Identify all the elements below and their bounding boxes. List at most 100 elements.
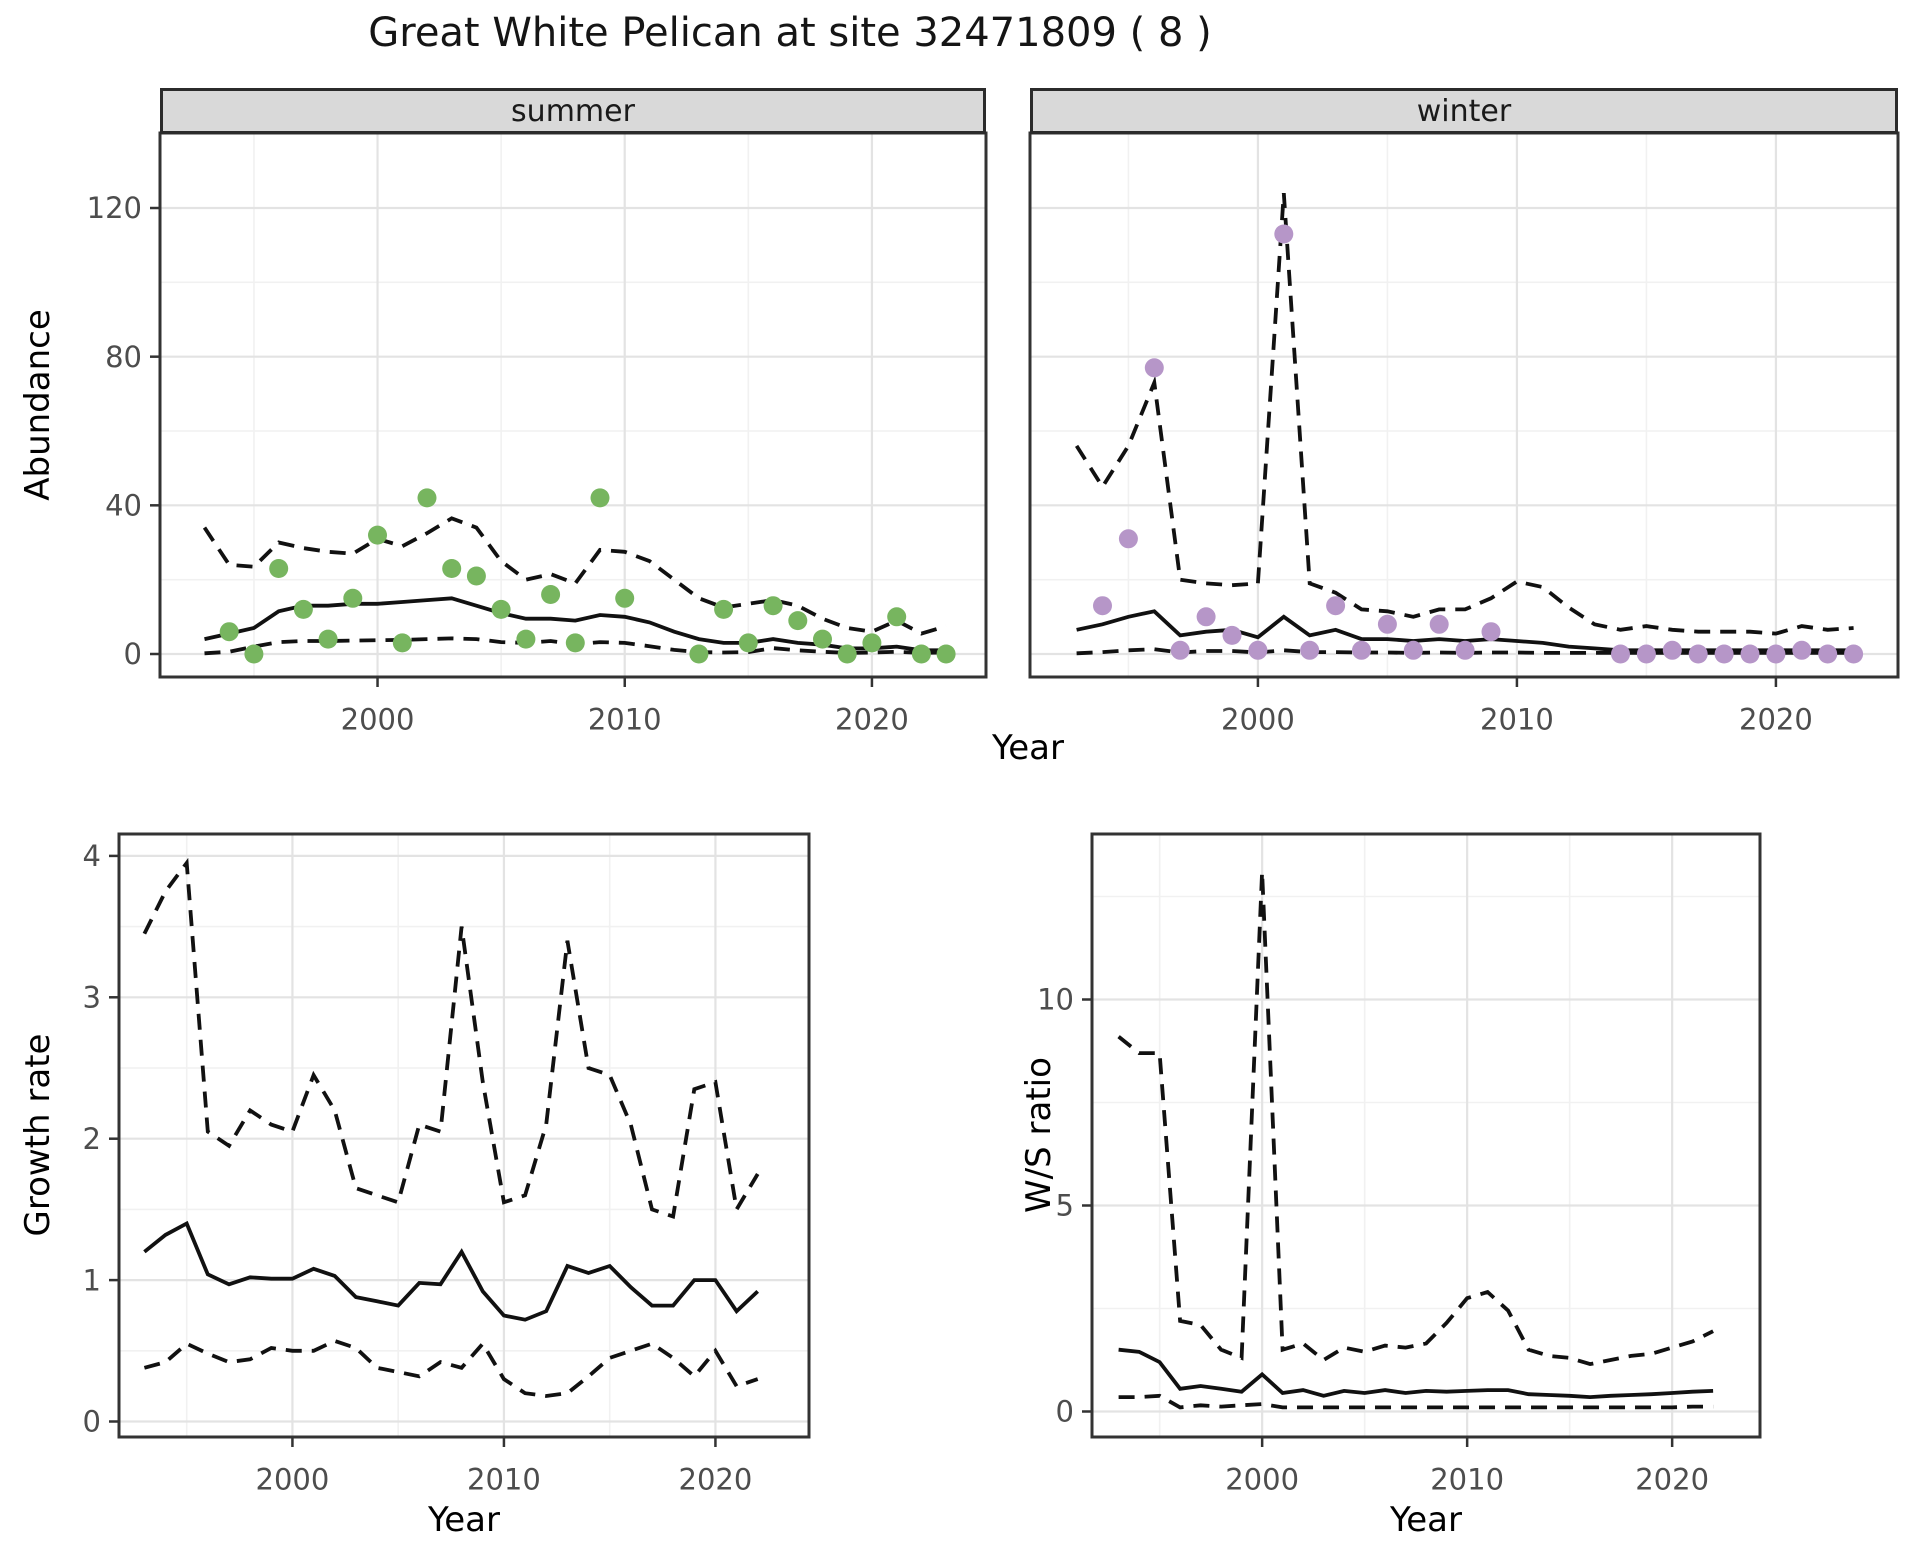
data-point-abundance-winter — [1481, 622, 1501, 642]
x-tick-label: 2020 — [679, 1462, 753, 1496]
data-point-abundance-winter — [1766, 644, 1786, 664]
data-point-abundance-winter — [1662, 640, 1682, 660]
data-point-abundance-summer — [293, 599, 313, 619]
data-point-abundance-summer — [392, 633, 412, 653]
data-point-abundance-winter — [1196, 607, 1216, 627]
data-point-abundance-summer — [244, 644, 264, 664]
y-tick-label: 0 — [83, 1405, 101, 1439]
y-tick-label: 80 — [105, 340, 142, 374]
data-point-abundance-winter — [1740, 644, 1760, 664]
y-tick-label: 0 — [124, 637, 142, 671]
data-point-abundance-winter — [1300, 640, 1320, 660]
data-point-abundance-summer — [689, 644, 709, 664]
facet-strip-winter: winter — [1030, 88, 1898, 134]
x-tick-label: 2000 — [341, 702, 415, 736]
series-upper_ci-growth-rate — [142, 857, 760, 1220]
data-point-abundance-winter — [1429, 614, 1449, 634]
data-point-abundance-summer — [491, 599, 511, 619]
data-point-abundance-winter — [1792, 640, 1812, 660]
data-point-abundance-summer — [862, 633, 882, 653]
data-point-abundance-winter — [1170, 640, 1190, 660]
series-upper_ci-abundance-winter — [1074, 192, 1854, 636]
y-axis-title-abundance: Abundance — [18, 309, 58, 501]
data-point-abundance-summer — [714, 599, 734, 619]
data-point-abundance-summer — [541, 585, 561, 604]
series-lower_ci-growth-rate — [143, 1338, 759, 1398]
data-point-abundance-summer — [442, 559, 462, 578]
data-point-abundance-winter — [1403, 640, 1423, 660]
data-point-abundance-summer — [417, 488, 437, 508]
panel-abundance-summer: 2000 2010 2020 0 40 80 120 — [87, 131, 988, 736]
x-tick-label: 2010 — [588, 702, 662, 736]
y-axis-title-growth-rate: Growth rate — [18, 1033, 58, 1237]
y-tick-label: 4 — [83, 839, 101, 873]
y-tick-label: 10 — [1037, 983, 1074, 1017]
panel-abundance-winter: 2000 2010 2020 — [1028, 131, 1900, 736]
data-point-abundance-summer — [269, 559, 289, 578]
x-tick-label: 2020 — [1739, 702, 1813, 736]
x-axis-title-year-ws: Year — [1390, 1500, 1462, 1540]
x-tick-label: 2000 — [1225, 1462, 1299, 1496]
data-point-abundance-summer — [318, 629, 338, 649]
panel-growth-rate: 2000 2010 2020 0 1 2 3 4 — [83, 832, 811, 1496]
y-tick-label: 0 — [1056, 1395, 1074, 1429]
data-point-abundance-winter — [1844, 644, 1864, 664]
data-point-abundance-winter — [1714, 644, 1734, 664]
data-point-abundance-summer — [590, 488, 610, 508]
data-point-abundance-summer — [911, 644, 931, 664]
x-tick-label: 2020 — [835, 702, 909, 736]
data-point-abundance-winter — [1352, 640, 1371, 660]
y-tick-label: 40 — [105, 488, 142, 522]
data-point-abundance-winter — [1118, 529, 1138, 549]
data-point-abundance-winter — [1818, 644, 1838, 664]
data-point-abundance-winter — [1248, 640, 1268, 660]
data-point-abundance-winter — [1455, 640, 1475, 660]
data-point-abundance-winter — [1636, 644, 1656, 664]
y-axis-title-ws-ratio: W/S ratio — [1019, 1057, 1059, 1213]
data-point-abundance-summer — [368, 525, 387, 545]
y-tick-label: 3 — [83, 980, 101, 1014]
y-tick-label: 1 — [83, 1263, 101, 1297]
data-point-abundance-winter — [1688, 644, 1708, 664]
y-tick-label: 120 — [87, 191, 142, 225]
facet-label-summer: summer — [511, 93, 635, 129]
data-point-abundance-winter — [1326, 596, 1346, 616]
data-point-abundance-summer — [219, 622, 239, 642]
x-tick-label: 2010 — [467, 1462, 541, 1496]
panel-ws-ratio: 2000 2010 2020 0 5 10 — [1037, 832, 1762, 1496]
x-axis-title-year-growth: Year — [428, 1500, 500, 1540]
data-point-abundance-summer — [788, 611, 808, 631]
data-point-abundance-summer — [813, 629, 832, 649]
data-point-abundance-summer — [565, 633, 585, 653]
data-point-abundance-summer — [763, 596, 783, 616]
x-tick-label: 2010 — [1430, 1462, 1504, 1496]
data-point-abundance-summer — [936, 644, 956, 664]
data-point-abundance-summer — [343, 588, 363, 608]
data-point-abundance-winter — [1222, 625, 1242, 645]
data-point-abundance-winter — [1093, 596, 1112, 616]
x-tick-label: 2000 — [1221, 702, 1295, 736]
series-lower_ci-ws-ratio — [1118, 1393, 1714, 1410]
data-point-abundance-summer — [615, 588, 635, 608]
data-point-abundance-winter — [1611, 644, 1630, 664]
data-point-abundance-winter — [1144, 358, 1164, 378]
x-axis-title-year-top: Year — [992, 728, 1064, 768]
y-tick-label: 2 — [83, 1122, 101, 1156]
facet-strip-summer: summer — [160, 88, 986, 134]
x-tick-label: 2010 — [1480, 702, 1554, 736]
chart-title: Great White Pelican at site 32471809 ( 8… — [368, 10, 1212, 56]
facet-label-winter: winter — [1416, 93, 1512, 129]
series-fit-growth-rate — [143, 1220, 760, 1322]
data-point-abundance-summer — [466, 566, 486, 586]
series-upper_ci-ws-ratio — [1117, 871, 1714, 1367]
data-point-abundance-winter — [1274, 224, 1294, 244]
data-point-abundance-summer — [516, 629, 536, 649]
y-tick-label: 5 — [1056, 1189, 1074, 1223]
series-fit-ws-ratio — [1118, 1347, 1714, 1400]
data-point-abundance-summer — [738, 633, 758, 653]
data-point-abundance-summer — [837, 644, 857, 664]
x-tick-label: 2020 — [1635, 1462, 1709, 1496]
data-point-abundance-summer — [887, 607, 907, 627]
